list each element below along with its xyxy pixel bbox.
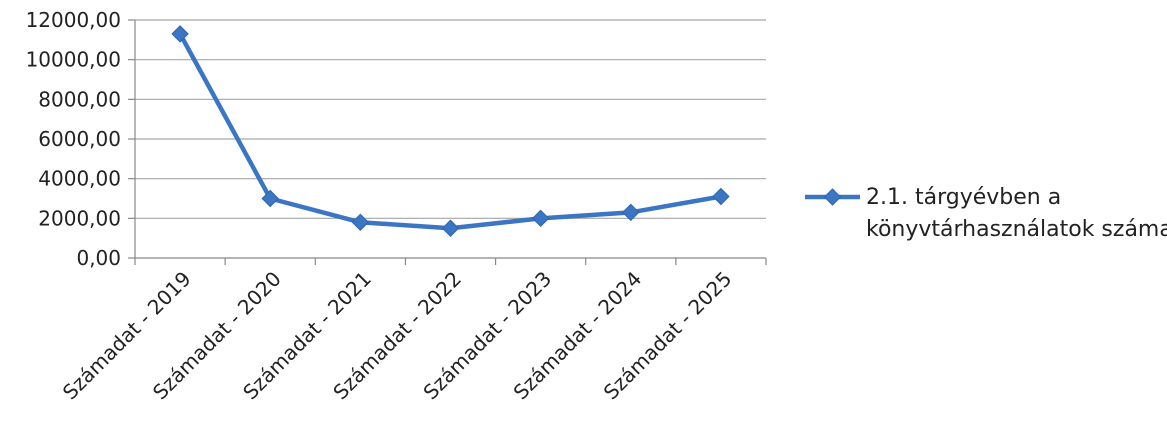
legend-label-line: 2.1. tárgyévben a xyxy=(866,185,1061,210)
y-tick-label: 10000,00 xyxy=(26,48,121,72)
series xyxy=(171,25,730,237)
legend-label: 2.1. tárgyévben a könyvtárhasználatok szá… xyxy=(866,185,1167,242)
data-point xyxy=(712,187,730,206)
data-point xyxy=(171,25,189,43)
y-tick-label: 4000,00 xyxy=(38,167,121,191)
data-point xyxy=(261,189,279,208)
y-tick-label: 8000,00 xyxy=(38,87,121,111)
y-tick-label: 0,00 xyxy=(76,246,121,270)
y-tick-labels: 0,00 2000,00 4000,00 6000,00 8000,00 10000,00… xyxy=(26,8,121,270)
series-line xyxy=(178,32,722,231)
data-point xyxy=(622,203,640,222)
legend: 2.1. tárgyévben a könyvtárhasználatok szá… xyxy=(805,185,1167,242)
y-tick-label: 6000,00 xyxy=(38,127,121,151)
legend-marker xyxy=(823,188,842,206)
gridlines xyxy=(135,19,766,219)
axes xyxy=(128,19,767,265)
data-point xyxy=(351,213,370,232)
y-tick-label: 2000,00 xyxy=(38,206,121,230)
legend-label-line: könyvtárhasználatok száma xyxy=(866,217,1167,242)
data-point xyxy=(441,219,460,237)
y-tick-label: 12000,00 xyxy=(26,8,121,32)
data-point xyxy=(531,209,550,228)
